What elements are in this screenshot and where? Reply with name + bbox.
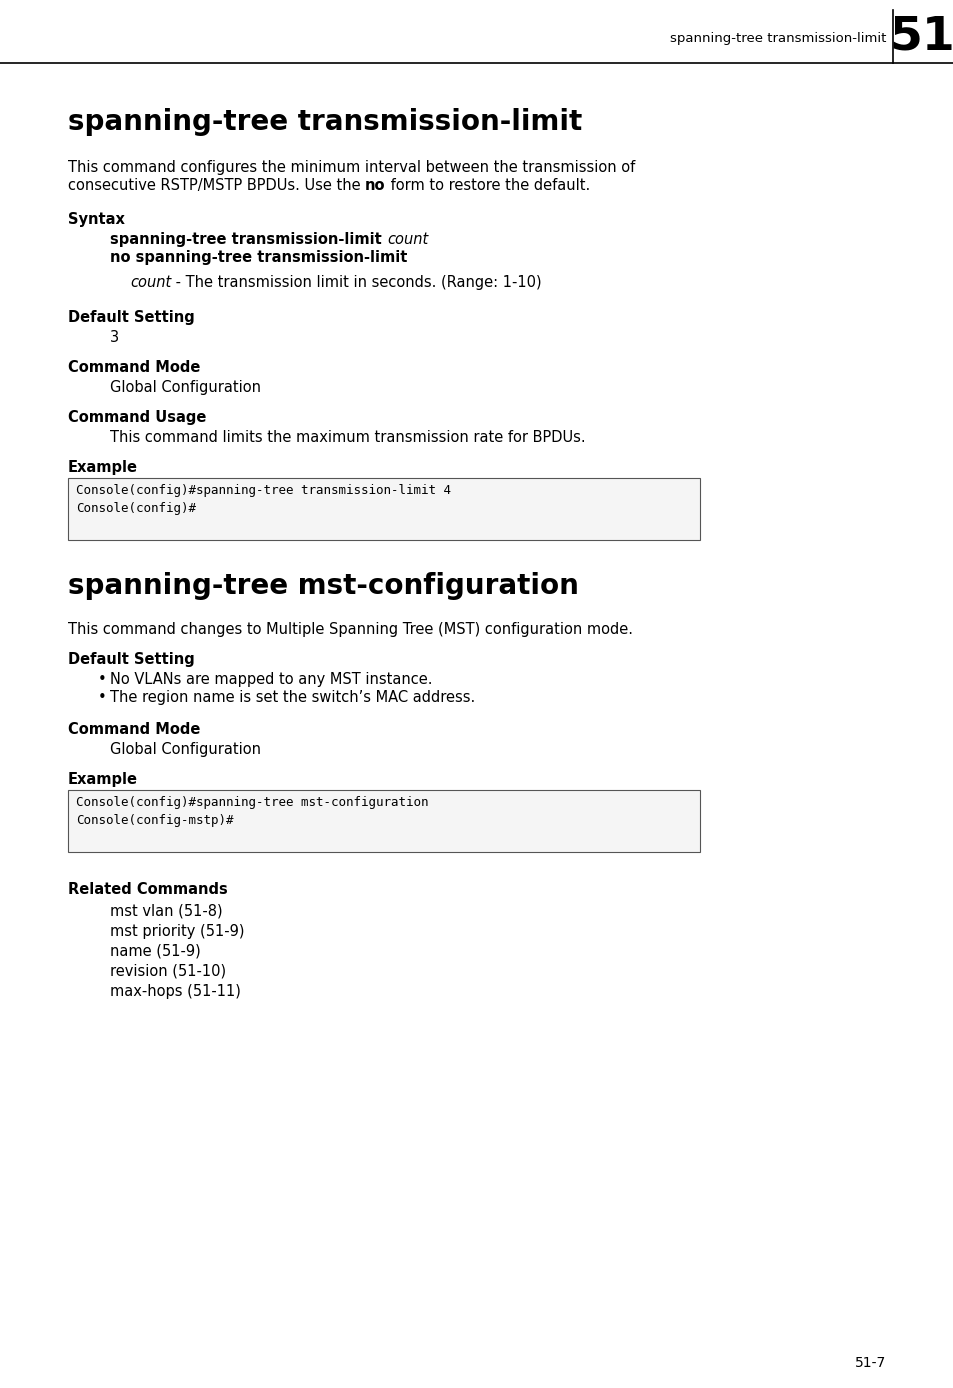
Text: form to restore the default.: form to restore the default. (385, 178, 589, 193)
Text: spanning-tree mst-configuration: spanning-tree mst-configuration (68, 572, 578, 600)
Text: Related Commands: Related Commands (68, 881, 228, 897)
Text: count: count (130, 275, 172, 290)
Text: This command limits the maximum transmission rate for BPDUs.: This command limits the maximum transmis… (110, 430, 585, 446)
Text: Command Mode: Command Mode (68, 722, 200, 737)
FancyBboxPatch shape (68, 477, 700, 540)
Text: spanning-tree transmission-limit: spanning-tree transmission-limit (68, 108, 581, 136)
Text: Example: Example (68, 772, 138, 787)
Text: name (51-9): name (51-9) (110, 944, 200, 959)
Text: •: • (98, 690, 107, 705)
Text: This command configures the minimum interval between the transmission of: This command configures the minimum inte… (68, 160, 635, 175)
Text: Global Configuration: Global Configuration (110, 380, 261, 396)
Text: 51-7: 51-7 (854, 1356, 885, 1370)
Text: spanning-tree transmission-limit: spanning-tree transmission-limit (669, 32, 885, 44)
Text: Default Setting: Default Setting (68, 310, 194, 325)
Text: spanning-tree transmission-limit: spanning-tree transmission-limit (110, 232, 387, 247)
Text: 51: 51 (888, 14, 953, 60)
Text: revision (51-10): revision (51-10) (110, 965, 226, 979)
Text: - The transmission limit in seconds. (Range: 1-10): - The transmission limit in seconds. (Ra… (172, 275, 541, 290)
Text: Command Usage: Command Usage (68, 409, 206, 425)
FancyBboxPatch shape (68, 790, 700, 852)
Text: max-hops (51-11): max-hops (51-11) (110, 984, 240, 999)
Text: Global Configuration: Global Configuration (110, 743, 261, 756)
Text: Command Mode: Command Mode (68, 359, 200, 375)
Text: Console(config)#: Console(config)# (76, 502, 195, 515)
Text: count: count (387, 232, 428, 247)
Text: Console(config)#spanning-tree mst-configuration: Console(config)#spanning-tree mst-config… (76, 795, 428, 809)
Text: no spanning-tree transmission-limit: no spanning-tree transmission-limit (110, 250, 407, 265)
Text: No VLANs are mapped to any MST instance.: No VLANs are mapped to any MST instance. (110, 672, 432, 687)
Text: no: no (365, 178, 385, 193)
Text: •: • (98, 672, 107, 687)
Text: Console(config)#spanning-tree transmission-limit 4: Console(config)#spanning-tree transmissi… (76, 484, 451, 497)
Text: mst vlan (51-8): mst vlan (51-8) (110, 904, 222, 919)
Text: Default Setting: Default Setting (68, 652, 194, 668)
Text: 3: 3 (110, 330, 119, 346)
Text: consecutive RSTP/MSTP BPDUs. Use the: consecutive RSTP/MSTP BPDUs. Use the (68, 178, 365, 193)
Text: This command changes to Multiple Spanning Tree (MST) configuration mode.: This command changes to Multiple Spannin… (68, 622, 633, 637)
Text: The region name is set the switch’s MAC address.: The region name is set the switch’s MAC … (110, 690, 475, 705)
Text: Example: Example (68, 459, 138, 475)
Text: Syntax: Syntax (68, 212, 125, 228)
Text: mst priority (51-9): mst priority (51-9) (110, 924, 244, 940)
Text: Console(config-mstp)#: Console(config-mstp)# (76, 813, 233, 827)
